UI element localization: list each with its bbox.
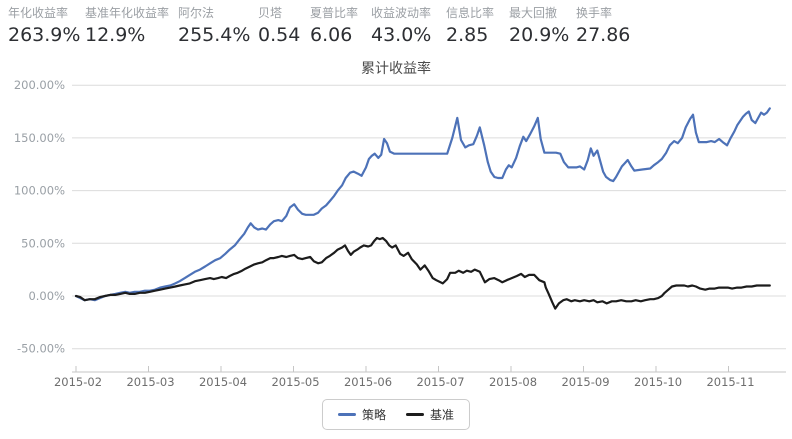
- x-axis-tick-label: 2015-02: [54, 375, 102, 389]
- benchmark-line-swatch: [406, 413, 424, 416]
- stat-label: 基准年化收益率: [85, 6, 170, 20]
- y-axis-tick-label: 100.00%: [14, 184, 65, 198]
- x-axis-tick-label: 2015-09: [561, 375, 609, 389]
- x-axis-tick-label: 2015-08: [489, 375, 537, 389]
- stat-value: 12.9%: [85, 24, 146, 46]
- stat-max-drawdown: 最大回撤 20.9%: [509, 4, 569, 46]
- y-axis-tick-label: 150.00%: [14, 131, 65, 145]
- y-axis-tick-label: 200.00%: [14, 78, 65, 92]
- y-axis-tick-label: 50.00%: [21, 236, 65, 250]
- x-axis-tick-label: 2015-10: [634, 375, 682, 389]
- x-axis-tick-label: 2015-07: [416, 375, 464, 389]
- chart-title: 累计收益率: [361, 61, 431, 77]
- stat-label: 阿尔法: [178, 6, 215, 20]
- stat-value: 20.9%: [509, 24, 570, 46]
- stat-alpha: 阿尔法 255.4%: [178, 4, 250, 46]
- stat-value: 6.06: [310, 24, 353, 46]
- stat-value: 263.9%: [8, 24, 81, 46]
- chart-legend: 策略 基准: [321, 399, 471, 430]
- stat-label: 收益波动率: [371, 6, 432, 20]
- x-axis-tick-label: 2015-06: [344, 375, 392, 389]
- stat-benchmark-annualized-return: 基准年化收益率 12.9%: [85, 4, 169, 46]
- stat-annualized-return: 年化收益率 263.9%: [8, 4, 80, 46]
- y-axis-tick-label: 0.00%: [28, 289, 65, 303]
- stat-value: 43.0%: [371, 24, 432, 46]
- stat-value: 255.4%: [178, 24, 251, 46]
- stat-turnover: 换手率 27.86: [576, 4, 630, 46]
- stat-beta: 贝塔 0.54: [258, 4, 300, 46]
- legend-label-benchmark: 基准: [430, 408, 455, 422]
- y-axis-tick-label: -50.00%: [17, 342, 65, 356]
- stat-label: 夏普比率: [310, 6, 359, 20]
- stat-label: 年化收益率: [8, 6, 69, 20]
- x-axis-tick-label: 2015-11: [706, 375, 754, 389]
- x-axis-tick-label: 2015-03: [126, 375, 174, 389]
- stat-information-ratio: 信息比率 2.85: [446, 4, 494, 46]
- stat-label: 换手率: [576, 6, 613, 20]
- stat-value: 2.85: [446, 24, 489, 46]
- stat-label: 信息比率: [446, 6, 495, 20]
- legend-label-strategy: 策略: [361, 408, 386, 422]
- legend-item-benchmark[interactable]: 基准: [406, 406, 454, 423]
- stat-value: 0.54: [258, 24, 301, 46]
- x-axis-tick-label: 2015-05: [271, 375, 319, 389]
- strategy-series-line[interactable]: [74, 107, 771, 302]
- stat-value: 27.86: [576, 24, 631, 46]
- x-axis-tick-label: 2015-04: [199, 375, 247, 389]
- stat-label: 最大回撤: [509, 6, 558, 20]
- strategy-line-swatch: [337, 413, 356, 416]
- stat-volatility: 收益波动率 43.0%: [371, 4, 431, 46]
- benchmark-series-line[interactable]: [74, 236, 771, 310]
- stat-label: 贝塔: [258, 6, 283, 20]
- legend-item-strategy[interactable]: 策略: [337, 406, 386, 423]
- stat-sharpe: 夏普比率 6.06: [310, 4, 358, 46]
